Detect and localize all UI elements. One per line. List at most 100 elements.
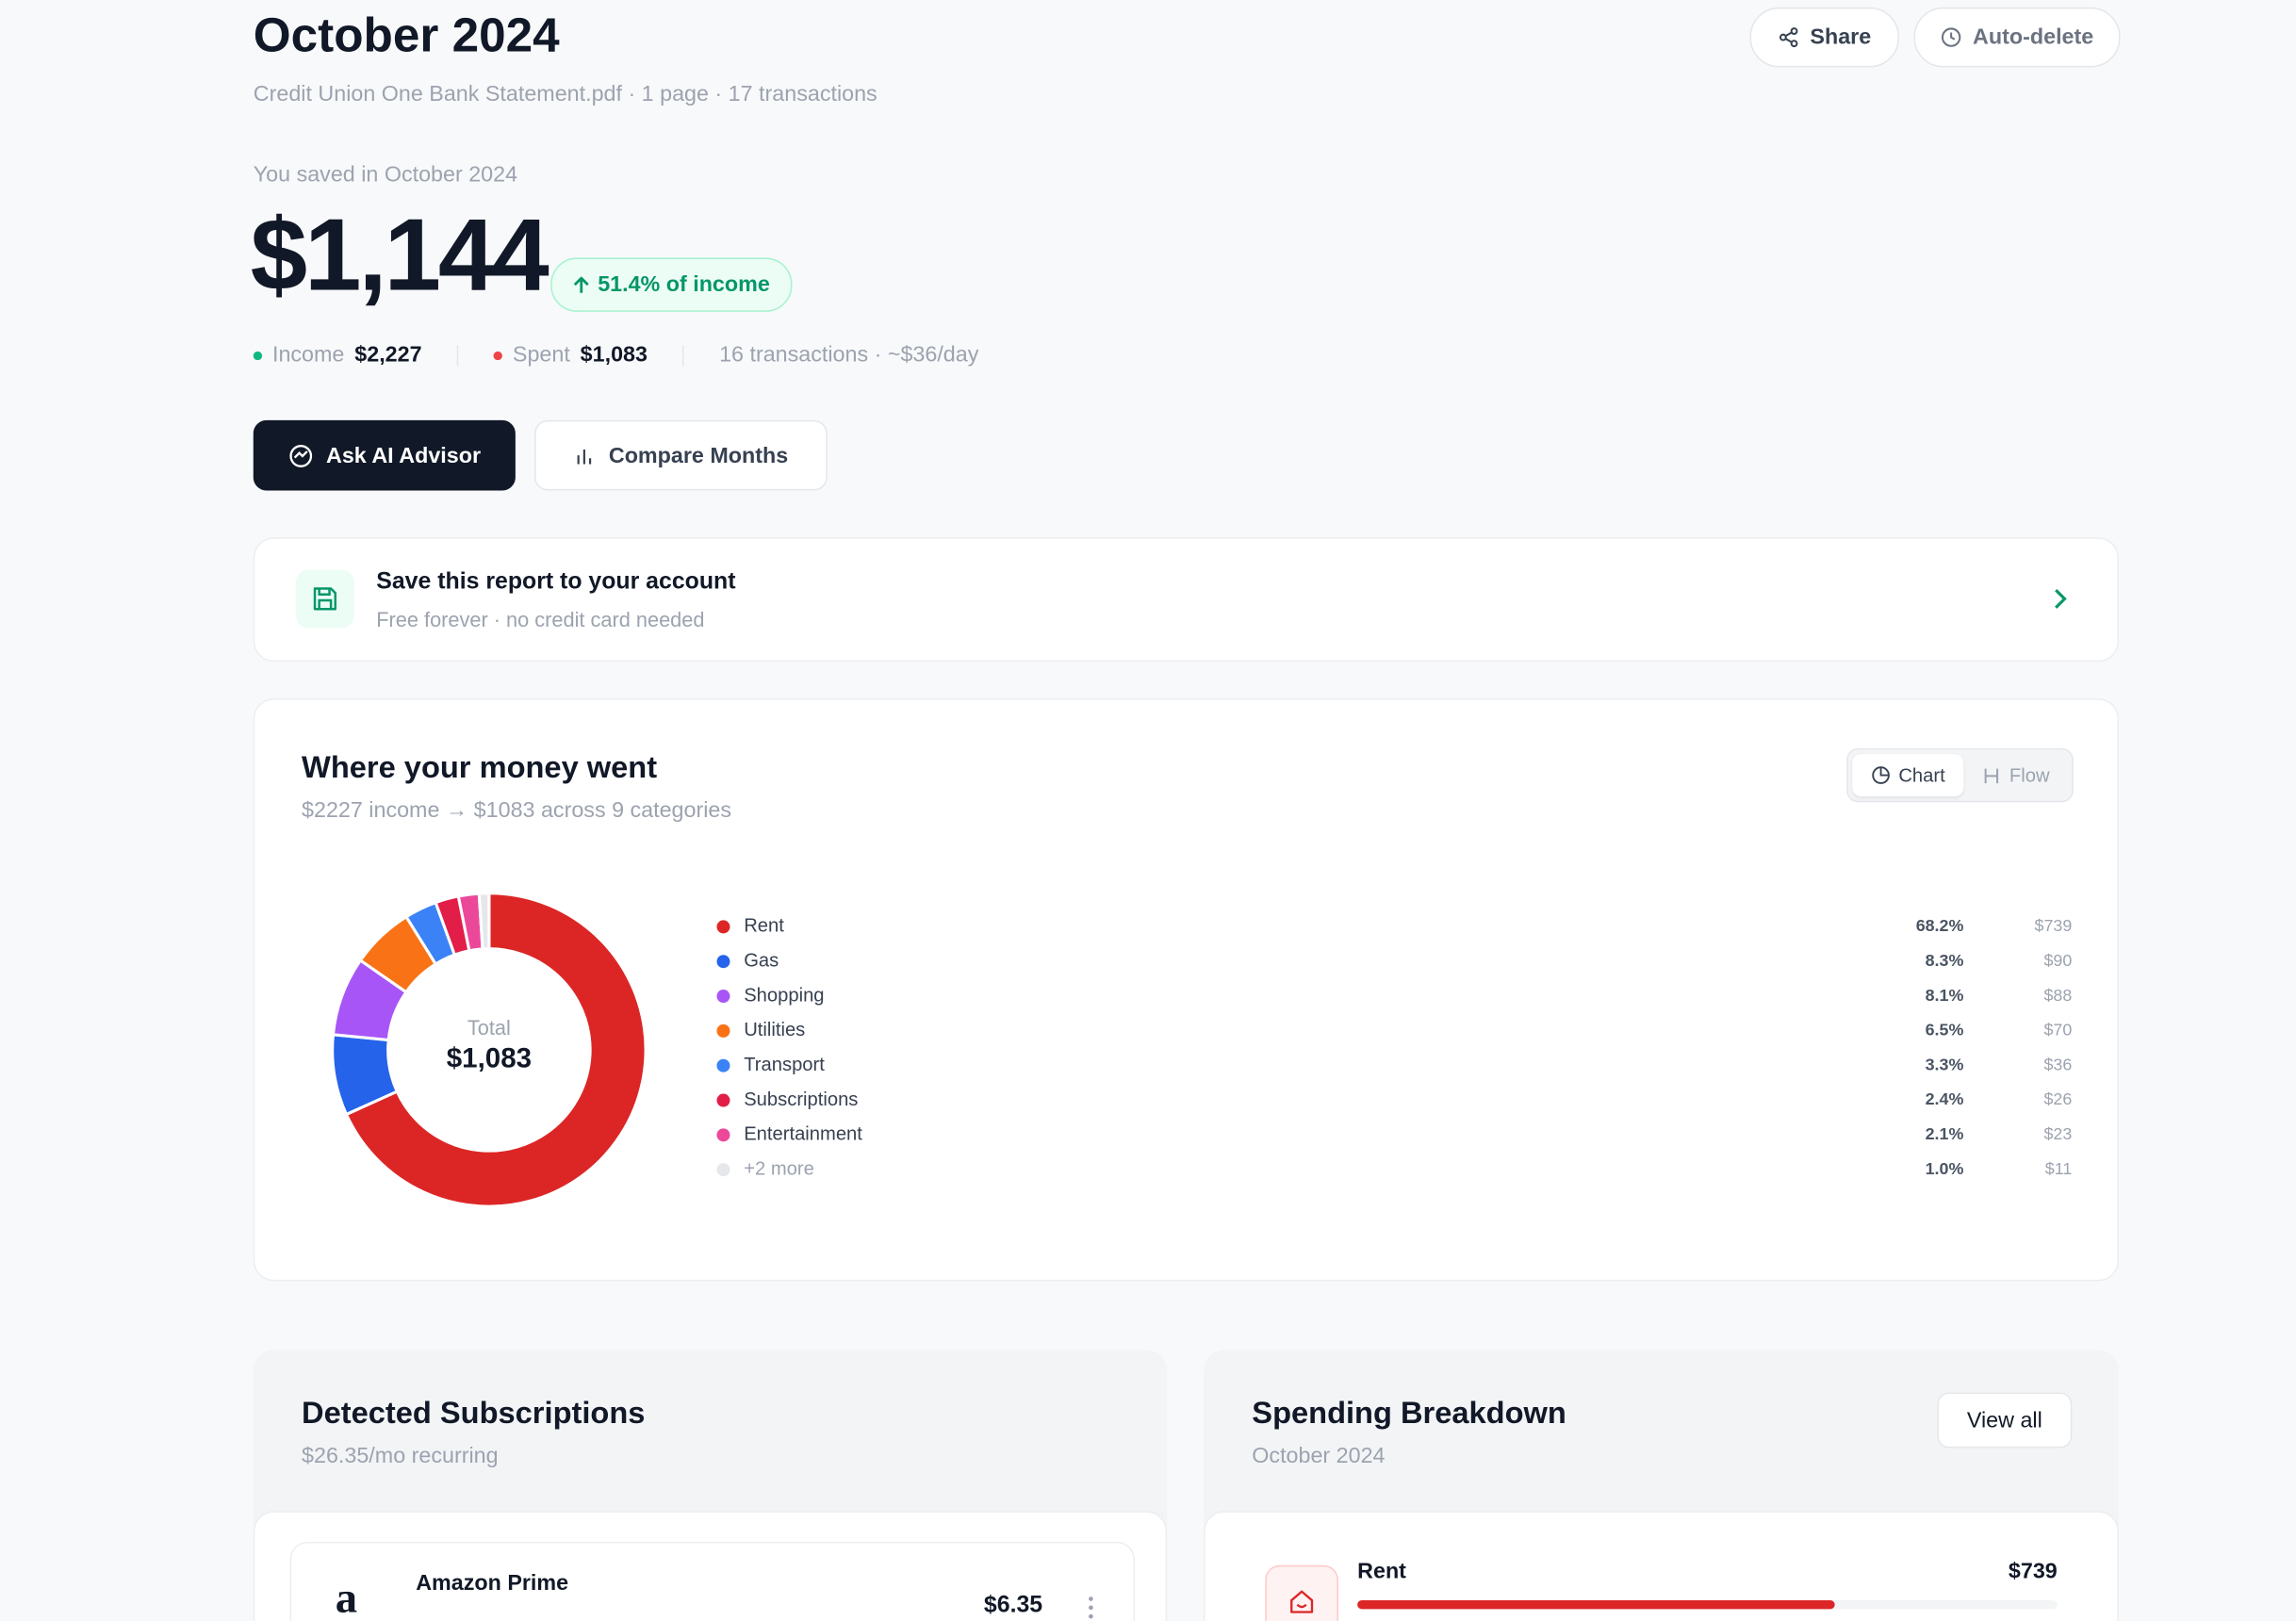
auto-delete-button[interactable]: Auto-delete <box>1913 7 2121 68</box>
breakdown-title: Spending Breakdown <box>1252 1397 1566 1431</box>
legend-label: Gas <box>744 951 779 972</box>
subscriptions-panel: Detected Subscriptions $26.35/mo recurri… <box>253 1350 1168 1621</box>
pie-icon <box>1871 766 1890 784</box>
breakdown-track <box>1357 1600 2058 1610</box>
arrow-up <box>574 275 590 292</box>
spending-card: Where your money went $2227 income → $10… <box>253 698 2120 1282</box>
subscriptions-title: Detected Subscriptions <box>302 1397 646 1431</box>
savings-badge: 51.4% of income <box>550 257 793 312</box>
stats: 16 transactions · ~$36/day <box>719 342 979 368</box>
legend-amount: $90 <box>2043 951 2072 970</box>
donut-segment <box>344 892 648 1208</box>
toggle-chart-label: Chart <box>1898 763 1945 787</box>
center-label: Total <box>467 1016 511 1040</box>
breakdown-item-value: $739 <box>2008 1559 2058 1584</box>
more-icon[interactable] <box>1088 1596 1093 1619</box>
legend-percent: 8.3% <box>1926 951 1964 970</box>
breakdown-bar <box>1357 1600 1835 1610</box>
toggle-flow-label: Flow <box>2009 763 2050 787</box>
compare-button[interactable]: Compare Months <box>534 419 828 491</box>
share-label: Share <box>1810 25 1872 50</box>
badge-text: 51.4% of income <box>598 271 770 298</box>
legend-dot <box>716 920 730 934</box>
legend-percent: 1.0% <box>1926 1159 1964 1178</box>
saved-label: You saved in October 2024 <box>253 162 518 188</box>
divider <box>456 345 459 367</box>
rent-icon-box <box>1265 1564 1338 1621</box>
clock-icon <box>1942 27 1961 47</box>
ask-ai-label: Ask AI Advisor <box>325 442 482 468</box>
toggle-flow[interactable]: Flow <box>1968 754 2065 796</box>
flow-icon <box>1985 767 1999 783</box>
subscription-item[interactable]: a Amazon Prime $6.35 <box>289 1541 1136 1621</box>
chart-title: Where your money went <box>302 750 658 785</box>
donut-chart: Total $1,083 Rent 68.2% $739 Gas 8.3% $90 Shoppi… <box>331 892 2073 1208</box>
income-dot <box>253 351 263 361</box>
page-subtitle: Credit Union One Bank Statement.pdf · 1 … <box>253 81 877 107</box>
breakdown-panel: Spending Breakdown October 2024 View all… <box>1204 1350 2120 1621</box>
divider <box>682 345 684 367</box>
breakdown-item-name: Rent <box>1357 1559 1406 1584</box>
save-title: Save this report to your account <box>376 569 736 595</box>
legend-label: Rent <box>744 916 784 937</box>
saved-amount: $1,144 <box>250 197 549 312</box>
auto-delete-label: Auto-delete <box>1973 25 2094 50</box>
share-button[interactable]: Share <box>1749 7 1899 68</box>
legend-dot <box>716 1058 730 1072</box>
legend-amount: $23 <box>2043 1124 2072 1143</box>
legend-dot <box>716 1128 730 1142</box>
legend-percent: 6.5% <box>1926 1021 1964 1040</box>
save-icon-box <box>295 569 354 629</box>
save-subtitle: Free forever · no credit card needed <box>376 607 705 631</box>
legend-label: Subscriptions <box>744 1089 858 1110</box>
chevron <box>2055 588 2067 609</box>
legend-dot <box>716 990 730 1004</box>
save-card[interactable]: Save this report to your account Free fo… <box>253 537 2120 663</box>
subscription-price: $6.35 <box>983 1593 1043 1618</box>
income-label: Income <box>271 342 345 368</box>
chart-subtitle: $2227 income → $1083 across 9 categories <box>302 797 732 824</box>
legend-amount: $739 <box>2035 916 2073 935</box>
view-toggle: Chart Flow <box>1846 747 2074 803</box>
legend-label: Shopping <box>744 985 824 1006</box>
legend-percent: 2.4% <box>1926 1089 1964 1108</box>
legend-label: Transport <box>744 1055 825 1075</box>
ai-icon <box>288 444 312 467</box>
legend-amount: $36 <box>2043 1055 2072 1073</box>
legend-percent: 68.2% <box>1916 916 1964 935</box>
legend-amount: $26 <box>2043 1089 2072 1108</box>
spent-dot <box>493 351 503 361</box>
legend-amount: $70 <box>2043 1021 2072 1040</box>
income-value: $2,227 <box>354 342 422 368</box>
share-icon <box>1779 27 1798 48</box>
amazon-logo: a <box>335 1574 358 1621</box>
breakdown-list: Rent $739 <box>1204 1511 2120 1621</box>
center-value: $1,083 <box>447 1043 532 1074</box>
toggle-chart[interactable]: Chart <box>1852 754 1964 797</box>
view-all-button[interactable]: View all <box>1937 1392 2073 1449</box>
page-title: October 2024 <box>253 7 560 62</box>
ask-ai-button[interactable]: Ask AI Advisor <box>253 419 516 491</box>
spent-value: $1,083 <box>580 342 648 368</box>
legend-label: Entertainment <box>744 1124 862 1145</box>
summary-row: Income $2,227 Spent $1,083 16 transactio… <box>253 341 979 370</box>
view-all-label: View all <box>1966 1407 2042 1433</box>
subscriptions-list: a Amazon Prime $6.35 <box>253 1511 1168 1621</box>
legend-label: Utilities <box>744 1020 805 1040</box>
legend-dot <box>716 1023 730 1038</box>
spent-label: Spent <box>512 342 570 368</box>
legend-dot <box>716 955 730 969</box>
subscription-name: Amazon Prime <box>416 1570 569 1596</box>
legend-amount: $88 <box>2043 986 2072 1005</box>
legend-label: +2 more <box>744 1158 814 1179</box>
legend-amount: $11 <box>2045 1159 2073 1178</box>
home-icon <box>1290 1590 1314 1613</box>
save-icon <box>313 587 337 611</box>
legend-dot <box>716 1093 730 1107</box>
legend-percent: 3.3% <box>1926 1055 1964 1073</box>
breakdown-subtitle: October 2024 <box>1252 1443 1386 1469</box>
legend-percent: 8.1% <box>1926 986 1964 1005</box>
bars-icon <box>577 449 591 465</box>
